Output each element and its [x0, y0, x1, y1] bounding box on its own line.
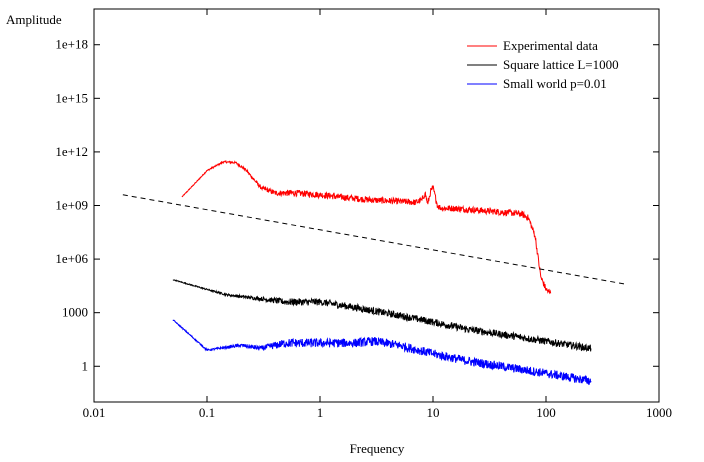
series-layer	[122, 160, 626, 386]
x-tick-label: 1	[317, 405, 324, 420]
x-axis-ticks: 0.01 0.1 1 10 100 1000	[83, 9, 672, 420]
x-tick-label: 1000	[646, 405, 672, 420]
y-tick-label: 1e+09	[55, 198, 88, 213]
x-tick-label: 0.1	[199, 405, 215, 420]
series-line-1	[181, 160, 552, 295]
series-line-3	[172, 319, 592, 386]
legend-label: Experimental data	[503, 38, 598, 53]
y-tick-label: 1	[82, 358, 89, 373]
y-axis-ticks: 1 1000 1e+06 1e+09 1e+12 1e+15 1e+18	[55, 37, 659, 373]
y-tick-label: 1e+06	[55, 251, 88, 266]
x-tick-label: 0.01	[83, 405, 106, 420]
legend-label: Square lattice L=1000	[503, 57, 619, 72]
y-tick-label: 1e+18	[55, 37, 88, 52]
y-tick-label: 1e+12	[55, 144, 88, 159]
y-axis-title: Amplitude	[6, 12, 62, 27]
x-axis-title: Frequency	[350, 441, 405, 456]
dashed-reference-line	[122, 194, 626, 285]
y-tick-label: 1e+15	[55, 90, 88, 105]
series-line-2	[172, 279, 592, 353]
x-tick-label: 10	[427, 405, 440, 420]
legend-label: Small world p=0.01	[503, 76, 607, 91]
x-tick-label: 100	[536, 405, 556, 420]
legend: Experimental data Square lattice L=1000 Sm…	[467, 38, 619, 91]
y-tick-label: 1000	[62, 305, 88, 320]
